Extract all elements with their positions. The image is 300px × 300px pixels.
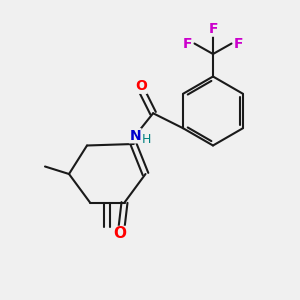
Text: O: O bbox=[135, 79, 147, 93]
Text: F: F bbox=[208, 22, 218, 36]
Text: F: F bbox=[183, 37, 193, 50]
Text: H: H bbox=[142, 133, 151, 146]
Text: N: N bbox=[129, 129, 141, 143]
Text: F: F bbox=[233, 37, 243, 50]
Text: O: O bbox=[113, 226, 127, 242]
